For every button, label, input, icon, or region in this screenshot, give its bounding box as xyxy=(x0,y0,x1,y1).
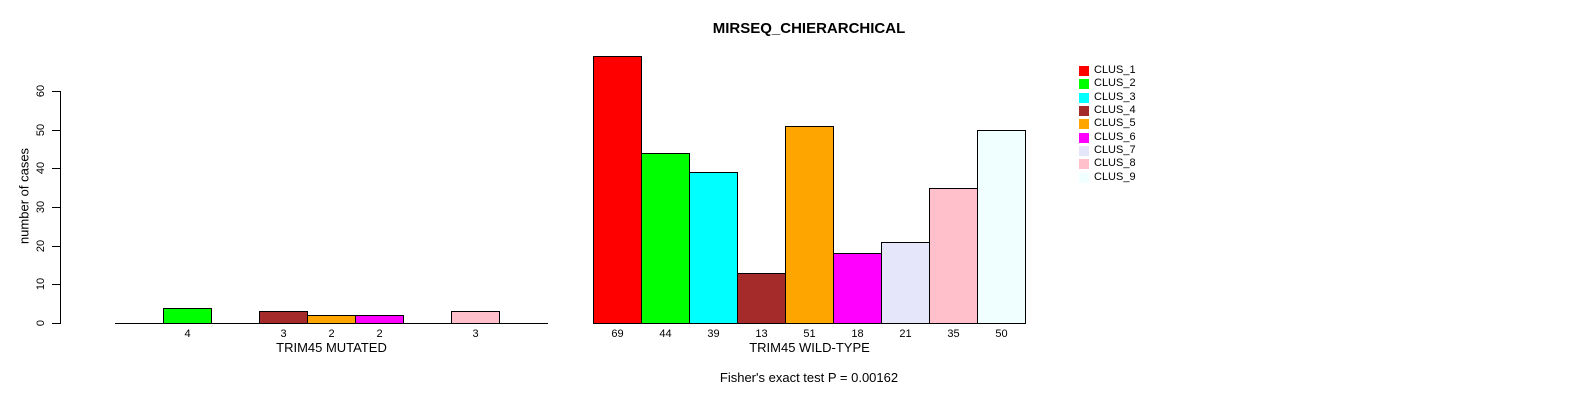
bar-value-label: 39 xyxy=(707,328,720,340)
bar-clus_9 xyxy=(977,130,1026,324)
bar-value-label: 18 xyxy=(851,328,864,340)
legend-label: CLUS_7 xyxy=(1094,144,1136,156)
bar-value-label: 2 xyxy=(376,328,383,340)
legend-swatch xyxy=(1079,132,1089,143)
legend-swatch xyxy=(1079,118,1089,129)
y-axis-tick xyxy=(52,91,60,92)
bar-value-label: 3 xyxy=(472,328,479,340)
legend-item: CLUS_4 xyxy=(1079,104,1136,117)
bar-value-label: 69 xyxy=(611,328,624,340)
legend-label: CLUS_2 xyxy=(1094,77,1136,89)
bar-value-label: 50 xyxy=(995,328,1008,340)
legend-swatch xyxy=(1079,172,1089,183)
bar-clus_3 xyxy=(689,172,738,324)
legend-item: CLUS_5 xyxy=(1079,117,1136,130)
legend-item: CLUS_8 xyxy=(1079,157,1136,170)
legend-item: CLUS_3 xyxy=(1079,91,1136,104)
bar-value-label: 3 xyxy=(280,328,287,340)
bar-value-label: 4 xyxy=(184,328,191,340)
bar-value-label: 13 xyxy=(755,328,768,340)
y-axis-tick-label: 20 xyxy=(35,239,47,253)
bar-clus_5 xyxy=(307,315,356,324)
legend-label: CLUS_5 xyxy=(1094,117,1136,129)
legend-swatch xyxy=(1079,92,1089,103)
legend-label: CLUS_4 xyxy=(1094,104,1136,116)
bar-clus_6 xyxy=(833,253,882,324)
legend-swatch xyxy=(1079,145,1089,156)
y-axis-tick xyxy=(52,246,60,247)
y-axis-tick xyxy=(52,323,60,324)
legend-item: CLUS_2 xyxy=(1079,77,1136,90)
legend-label: CLUS_6 xyxy=(1094,131,1136,143)
legend-item: CLUS_6 xyxy=(1079,131,1136,144)
bar-clus_7 xyxy=(881,242,930,324)
bar-clus_2 xyxy=(163,308,212,324)
legend-swatch xyxy=(1079,65,1089,76)
legend-label: CLUS_1 xyxy=(1094,64,1136,76)
bar-clus_6 xyxy=(355,315,404,324)
bar-clus_8 xyxy=(451,311,500,324)
bar-clus_2 xyxy=(641,153,690,324)
y-axis-tick xyxy=(52,207,60,208)
chart-title: MIRSEQ_CHIERARCHICAL xyxy=(712,20,906,37)
legend-label: CLUS_3 xyxy=(1094,91,1136,103)
bar-value-label: 51 xyxy=(803,328,816,340)
y-axis-tick xyxy=(52,168,60,169)
bar-value-label: 2 xyxy=(328,328,335,340)
legend-label: CLUS_9 xyxy=(1094,171,1136,183)
y-axis-tick-label: 50 xyxy=(35,123,47,137)
y-axis-tick-label: 0 xyxy=(35,319,47,327)
legend-swatch xyxy=(1079,105,1089,116)
bar-clus_8 xyxy=(929,188,978,324)
y-axis-tick xyxy=(52,130,60,131)
y-axis-line xyxy=(60,91,61,324)
legend-item: CLUS_7 xyxy=(1079,144,1136,157)
y-axis-tick-label: 60 xyxy=(35,84,47,98)
y-axis-title: number of cases xyxy=(16,147,32,245)
x-axis-group-label: TRIM45 WILD-TYPE xyxy=(749,340,870,355)
bar-value-label: 35 xyxy=(947,328,960,340)
legend-item: CLUS_1 xyxy=(1079,64,1136,77)
y-axis-tick xyxy=(52,284,60,285)
y-axis-tick-label: 10 xyxy=(35,277,47,291)
legend-swatch xyxy=(1079,78,1089,89)
bar-value-label: 21 xyxy=(899,328,912,340)
bar-clus_5 xyxy=(785,126,834,324)
legend-swatch xyxy=(1079,158,1089,169)
y-axis-tick-label: 40 xyxy=(35,161,47,175)
bar-clus_4 xyxy=(737,273,786,324)
y-axis-tick-label: 30 xyxy=(35,200,47,214)
bar-clus_4 xyxy=(259,311,308,324)
legend-item: CLUS_9 xyxy=(1079,171,1136,184)
fisher-test-annotation: Fisher's exact test P = 0.00162 xyxy=(719,370,899,385)
legend-label: CLUS_8 xyxy=(1094,157,1136,169)
x-axis-group-label: TRIM45 MUTATED xyxy=(276,340,387,355)
bar-clus_1 xyxy=(593,56,642,324)
bar-value-label: 44 xyxy=(659,328,672,340)
